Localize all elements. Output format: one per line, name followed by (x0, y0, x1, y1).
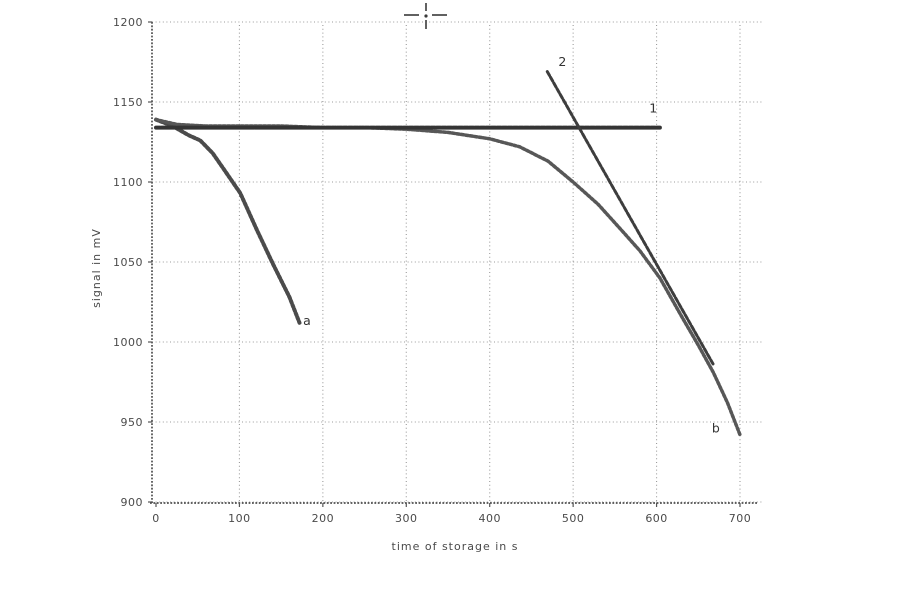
y-tick-label: 1050 (113, 256, 143, 269)
curve-label-b: b (712, 420, 720, 435)
x-tick-label: 100 (228, 512, 251, 525)
series-2 (545, 70, 715, 366)
x-axis-title: time of storage in s (392, 540, 519, 553)
tick-labels: 0 100 200 300 400 500 600 700 900 950 1000 1050 1100… (113, 16, 751, 525)
y-tick-label: 900 (121, 496, 144, 509)
x-tick-label: 200 (312, 512, 335, 525)
x-tick-label: 300 (395, 512, 418, 525)
gridlines (152, 21, 762, 503)
x-tick-label: 0 (152, 512, 160, 525)
y-tick-label: 1000 (113, 336, 143, 349)
curve-labels: a b 1 2 (303, 54, 720, 435)
x-tick-label: 500 (562, 512, 585, 525)
series-a (154, 117, 302, 325)
curve-label-a: a (303, 313, 311, 328)
series-b (154, 117, 742, 437)
axes (148, 21, 757, 507)
y-tick-label: 1200 (113, 16, 143, 29)
registration-crosshair-mark (404, 3, 447, 29)
x-tick-label: 400 (478, 512, 501, 525)
regmark-center-dot (424, 14, 428, 18)
x-tick-label: 600 (645, 512, 668, 525)
y-tick-label: 1150 (113, 96, 143, 109)
curve-label-2: 2 (558, 54, 566, 69)
x-tick-label: 700 (729, 512, 752, 525)
data-series (154, 70, 742, 437)
curve-label-1: 1 (649, 100, 657, 115)
y-tick-label: 1100 (113, 176, 143, 189)
y-axis-title: signal in mV (90, 228, 103, 308)
y-tick-label: 950 (121, 416, 144, 429)
